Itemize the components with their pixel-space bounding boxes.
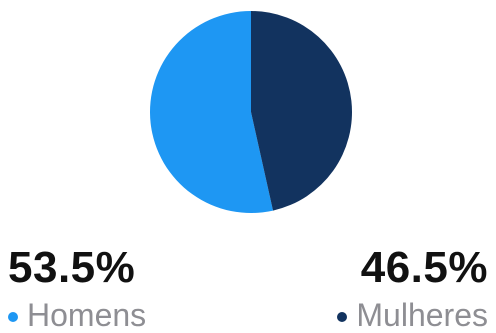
stat-mulheres: 46.5% Mulheres <box>337 244 488 332</box>
legend-item-mulheres: Mulheres <box>337 298 488 332</box>
percent-homens: 53.5% <box>8 243 136 292</box>
pie-chart <box>149 11 352 214</box>
pie-slice-mulheres[interactable] <box>251 11 352 211</box>
legend-label-mulheres: Mulheres <box>356 297 488 333</box>
legend-dot-mulheres <box>337 312 348 322</box>
legend-label-homens: Homens <box>27 297 147 333</box>
legend-item-homens: Homens <box>8 298 146 332</box>
legend-dot-homens <box>8 312 18 322</box>
stat-homens: 53.5% Homens <box>8 244 146 332</box>
pie-slice-homens[interactable] <box>149 11 274 214</box>
percent-mulheres: 46.5% <box>360 243 488 292</box>
